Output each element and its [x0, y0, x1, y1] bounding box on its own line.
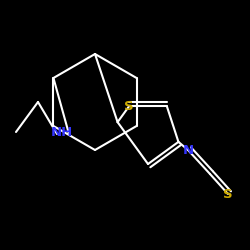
Text: N: N [182, 144, 194, 156]
Text: NH: NH [51, 126, 73, 138]
Text: S: S [124, 100, 134, 112]
Text: S: S [223, 188, 233, 200]
